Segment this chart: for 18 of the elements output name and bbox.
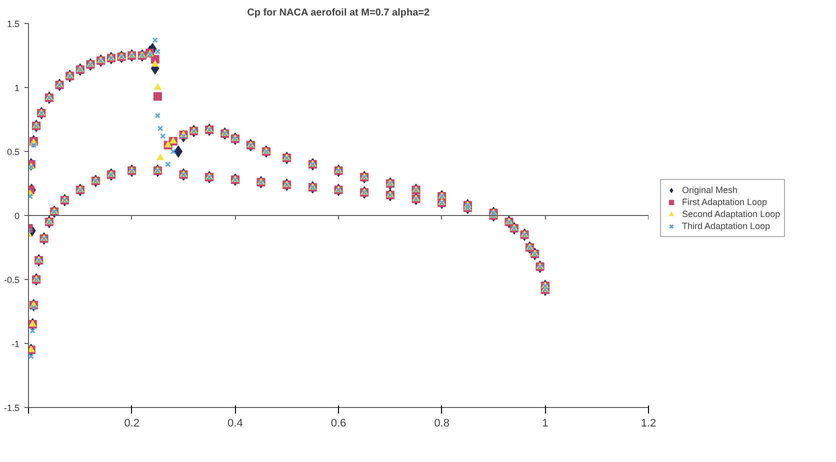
y-tick-label: -1.5 — [4, 403, 20, 413]
legend-label: Second Adaptation Loop — [682, 208, 780, 220]
chart-title: Cp for NACA aerofoil at M=0.7 alpha=2 — [247, 8, 430, 18]
y-tick-label: 0 — [14, 211, 20, 221]
x-tick-label: 1.2 — [640, 418, 656, 430]
y-tick-label: -1 — [12, 339, 20, 349]
x-tick-label: 1 — [542, 418, 548, 430]
x-tick-label: 0.2 — [124, 418, 140, 430]
x-tick-label: 0.8 — [434, 418, 450, 430]
y-tick-label: 0.5 — [6, 147, 20, 157]
legend-label: Original Mesh — [682, 184, 738, 196]
y-tick-label: 1.5 — [6, 19, 20, 29]
legend-label: Third Adaptation Loop — [682, 220, 770, 232]
y-tick-label: -0.5 — [4, 275, 20, 285]
y-tick-label: 1 — [14, 83, 20, 93]
x-tick-label: 0.6 — [330, 418, 346, 430]
x-tick-label: 0.4 — [228, 418, 243, 430]
legend-label: First Adaptation Loop — [682, 196, 768, 208]
